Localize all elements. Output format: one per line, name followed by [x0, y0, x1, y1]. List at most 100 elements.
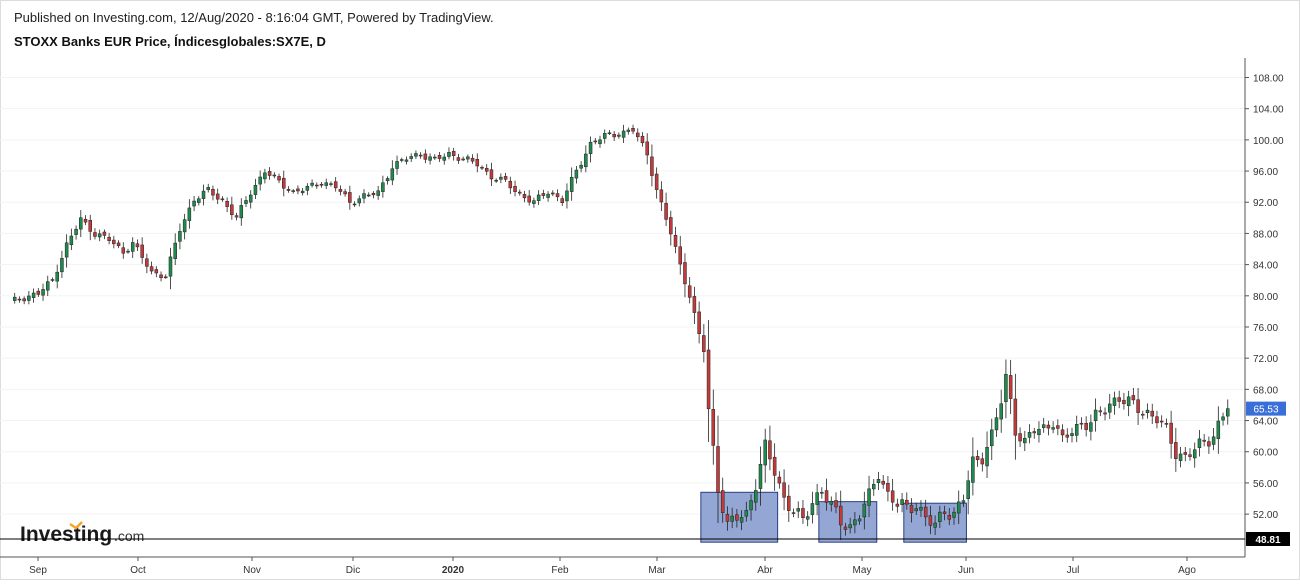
time-tick-label: Sep [29, 565, 47, 576]
candle-down [145, 258, 149, 267]
candle-down [140, 244, 144, 258]
candle-down [343, 191, 347, 195]
candle-up [74, 228, 78, 235]
candle-up [956, 501, 961, 514]
candle-up [258, 176, 262, 185]
price-tick-label: 96.00 [1253, 167, 1278, 178]
reference-label: 48.81 [1255, 535, 1280, 546]
candle-down [121, 247, 126, 254]
candle-up [433, 156, 437, 159]
candle-down [768, 440, 772, 460]
price-gridlines [0, 76, 1245, 515]
candle-up [1112, 397, 1117, 406]
candle-down [1013, 398, 1018, 436]
price-tick-label: 80.00 [1253, 292, 1278, 303]
candle-up [329, 183, 333, 185]
candle-up [97, 233, 102, 238]
last-price-label: 65.53 [1253, 405, 1278, 416]
candle-down [456, 157, 461, 161]
candle-up [466, 156, 470, 160]
candle-down [1103, 412, 1107, 415]
candle-down [522, 194, 527, 199]
candle-down [230, 204, 234, 216]
candle-down [1056, 425, 1060, 429]
candle-up [41, 289, 45, 296]
candle-up [1074, 424, 1079, 436]
logo-swoosh-icon [69, 521, 83, 530]
candle-down [333, 181, 338, 189]
reference-label-bg [1246, 531, 1290, 546]
candle-up [201, 190, 206, 199]
candle-down [725, 513, 730, 522]
candle-up [126, 250, 130, 253]
candle-down [980, 458, 985, 465]
candle-down [437, 155, 442, 159]
candle-up [130, 242, 135, 252]
candle-down [475, 159, 480, 167]
candle-up [1126, 396, 1131, 407]
candle-up [1089, 422, 1093, 432]
candle-up [182, 219, 187, 233]
candle-up [584, 153, 588, 168]
candle-up [400, 159, 404, 161]
candle-up [763, 439, 767, 466]
candle-up [244, 200, 248, 204]
time-tick-label: Feb [551, 565, 569, 576]
candle-down [777, 476, 782, 484]
candle-up [12, 296, 17, 301]
price-tick-label: 72.00 [1253, 354, 1278, 365]
candle-up [1145, 409, 1150, 413]
candle-up [914, 508, 918, 512]
candle-down [149, 266, 154, 272]
time-tick-label: Jun [958, 565, 974, 576]
candle-down [735, 514, 739, 521]
candle-down [451, 150, 456, 156]
candle-down [687, 285, 692, 298]
candle-up [1216, 420, 1221, 439]
candle-up [1093, 409, 1098, 422]
candle-up [876, 478, 881, 484]
candle-down [711, 409, 716, 446]
price-axis: 108.00 104.00 100.00 96.00 92.00 88.00 84.00 80… [1245, 73, 1284, 521]
candle-down [480, 166, 484, 169]
candle-up [796, 508, 800, 512]
time-axis: Sep Oct Nov Dic 2020 Feb Mar Abr May Jun Jul Ago [29, 557, 1196, 576]
candle-down [135, 243, 140, 248]
candle-down [923, 506, 928, 518]
candle-down [1155, 416, 1159, 424]
candle-down [772, 456, 777, 476]
candle-up [390, 168, 395, 181]
last-price-bg [1246, 401, 1286, 416]
candle-down [555, 193, 560, 198]
candle-up [1197, 438, 1202, 448]
price-tick-label: 60.00 [1253, 448, 1278, 459]
candle-down [418, 154, 423, 157]
candle-down [513, 185, 517, 192]
candle-up [532, 200, 536, 204]
candle-up [447, 152, 451, 157]
candle-down [673, 235, 678, 247]
candle-down [942, 511, 947, 514]
candle-down [612, 134, 616, 138]
candle-up [192, 200, 196, 207]
candle-down [17, 298, 22, 301]
time-tick-label: Abr [757, 565, 773, 576]
candle-down [154, 269, 159, 274]
candle-up [961, 500, 966, 503]
candle-up [1108, 403, 1112, 413]
candle-down [484, 167, 489, 172]
candle-up [805, 516, 810, 520]
candle-up [168, 256, 173, 277]
candle-up [598, 139, 602, 145]
candle-up [990, 429, 994, 447]
candle-down [782, 482, 786, 498]
candle-up [428, 156, 432, 161]
candle-up [357, 198, 362, 204]
candle-down [315, 184, 319, 187]
candle-down [706, 349, 711, 410]
candle-down [211, 189, 215, 196]
candle-up [607, 132, 612, 135]
candle-down [702, 335, 706, 352]
